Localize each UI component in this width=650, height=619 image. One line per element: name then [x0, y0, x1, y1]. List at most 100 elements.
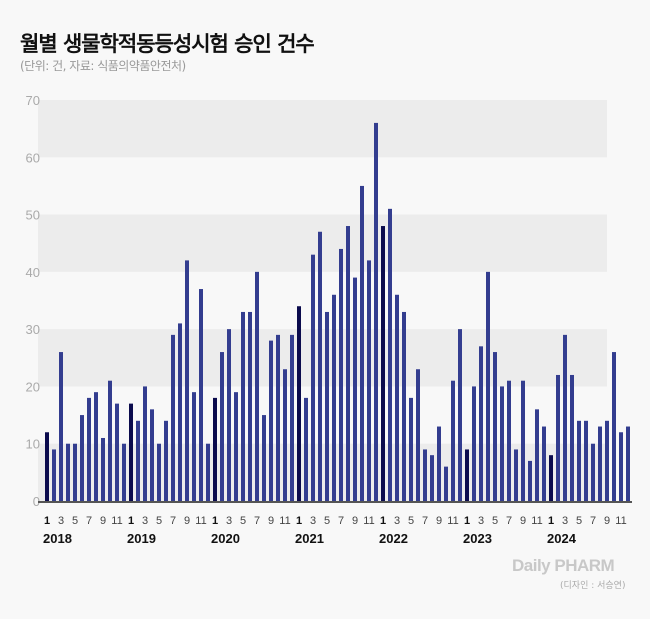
x-tick-label: 9 — [520, 515, 526, 527]
x-tick-label: 11 — [615, 515, 626, 527]
bar — [199, 289, 203, 501]
chart-subtitle: (단위: 건, 자료: 식품의약품안전처) — [20, 59, 186, 73]
bar — [52, 449, 56, 501]
bar — [444, 466, 448, 501]
bar — [304, 397, 308, 501]
x-tick-label: 1 — [128, 515, 134, 527]
bar — [220, 352, 224, 501]
y-tick-label: 20 — [26, 379, 40, 394]
x-tick-label: 7 — [170, 515, 176, 527]
bar — [451, 380, 455, 501]
bar — [563, 334, 567, 501]
x-tick-label: 1 — [296, 515, 302, 527]
x-tick-label: 3 — [58, 515, 64, 527]
y-tick-label: 50 — [26, 208, 40, 223]
bar — [276, 334, 280, 501]
bar — [311, 254, 315, 501]
bar — [290, 334, 294, 501]
x-tick-label: 3 — [394, 515, 400, 527]
x-tick-label: 11 — [531, 515, 542, 527]
y-tick-label: 0 — [33, 494, 40, 509]
y-tick-label: 40 — [26, 265, 40, 280]
bar — [297, 306, 301, 501]
year-label: 2018 — [43, 531, 72, 546]
bar — [507, 380, 511, 501]
bar — [430, 455, 434, 501]
bar — [612, 352, 616, 501]
bar — [360, 185, 364, 501]
bar — [171, 334, 175, 501]
x-tick-label: 5 — [576, 515, 582, 527]
bar — [318, 231, 322, 501]
bar — [73, 443, 77, 501]
bar — [556, 374, 560, 501]
bar — [80, 415, 84, 501]
x-tick-label: 1 — [548, 515, 554, 527]
y-tick-label: 70 — [26, 93, 40, 108]
bar — [353, 277, 357, 501]
year-label: 2019 — [127, 531, 156, 546]
bar — [500, 386, 504, 501]
bar — [262, 415, 266, 501]
x-tick-label: 9 — [268, 515, 274, 527]
bar — [535, 409, 539, 501]
bar — [472, 386, 476, 501]
x-tick-label: 7 — [506, 515, 512, 527]
bar — [528, 460, 532, 501]
x-tick-label: 9 — [352, 515, 358, 527]
bar — [213, 397, 217, 501]
x-tick-label: 3 — [562, 515, 568, 527]
bar — [332, 294, 336, 501]
bar — [591, 443, 595, 501]
chart-title: 월별 생물학적동등성시험 승인 건수 — [20, 32, 315, 56]
y-tick-label: 60 — [26, 150, 40, 165]
bar — [227, 329, 231, 501]
x-tick-label: 11 — [279, 515, 290, 527]
bar — [129, 403, 133, 501]
y-tick-label: 10 — [26, 437, 40, 452]
bar — [626, 426, 630, 501]
bar — [241, 311, 245, 501]
bar — [45, 432, 49, 501]
y-tick-label: 30 — [26, 322, 40, 337]
bar — [486, 271, 490, 501]
bar — [157, 443, 161, 501]
bar — [136, 420, 140, 501]
year-label: 2022 — [379, 531, 408, 546]
year-label: 2024 — [547, 531, 577, 546]
x-tick-label: 11 — [363, 515, 374, 527]
bar — [395, 294, 399, 501]
bar — [584, 420, 588, 501]
x-tick-label: 5 — [408, 515, 414, 527]
bar — [409, 397, 413, 501]
x-tick-label: 1 — [464, 515, 470, 527]
bar — [402, 311, 406, 501]
x-tick-label: 11 — [195, 515, 206, 527]
bar — [164, 420, 168, 501]
x-tick-label: 3 — [478, 515, 484, 527]
bar — [339, 248, 343, 501]
year-label: 2023 — [463, 531, 492, 546]
bar — [94, 392, 98, 501]
bar — [542, 426, 546, 501]
bar — [108, 380, 112, 501]
x-tick-label: 9 — [604, 515, 610, 527]
grid-band — [38, 100, 607, 158]
bar — [255, 271, 259, 501]
bar — [514, 449, 518, 501]
bar — [66, 443, 70, 501]
bar — [479, 346, 483, 501]
bar — [416, 369, 420, 501]
bar — [465, 449, 469, 501]
x-tick-label: 11 — [111, 515, 122, 527]
grid-band — [38, 214, 607, 272]
bar — [101, 437, 105, 501]
bar — [598, 426, 602, 501]
bar — [234, 392, 238, 501]
x-tick-label: 9 — [184, 515, 190, 527]
bar — [577, 420, 581, 501]
year-label: 2021 — [295, 531, 324, 546]
daily-pharm-logo: Daily PHARM — [512, 556, 615, 575]
grid-band — [38, 329, 607, 387]
